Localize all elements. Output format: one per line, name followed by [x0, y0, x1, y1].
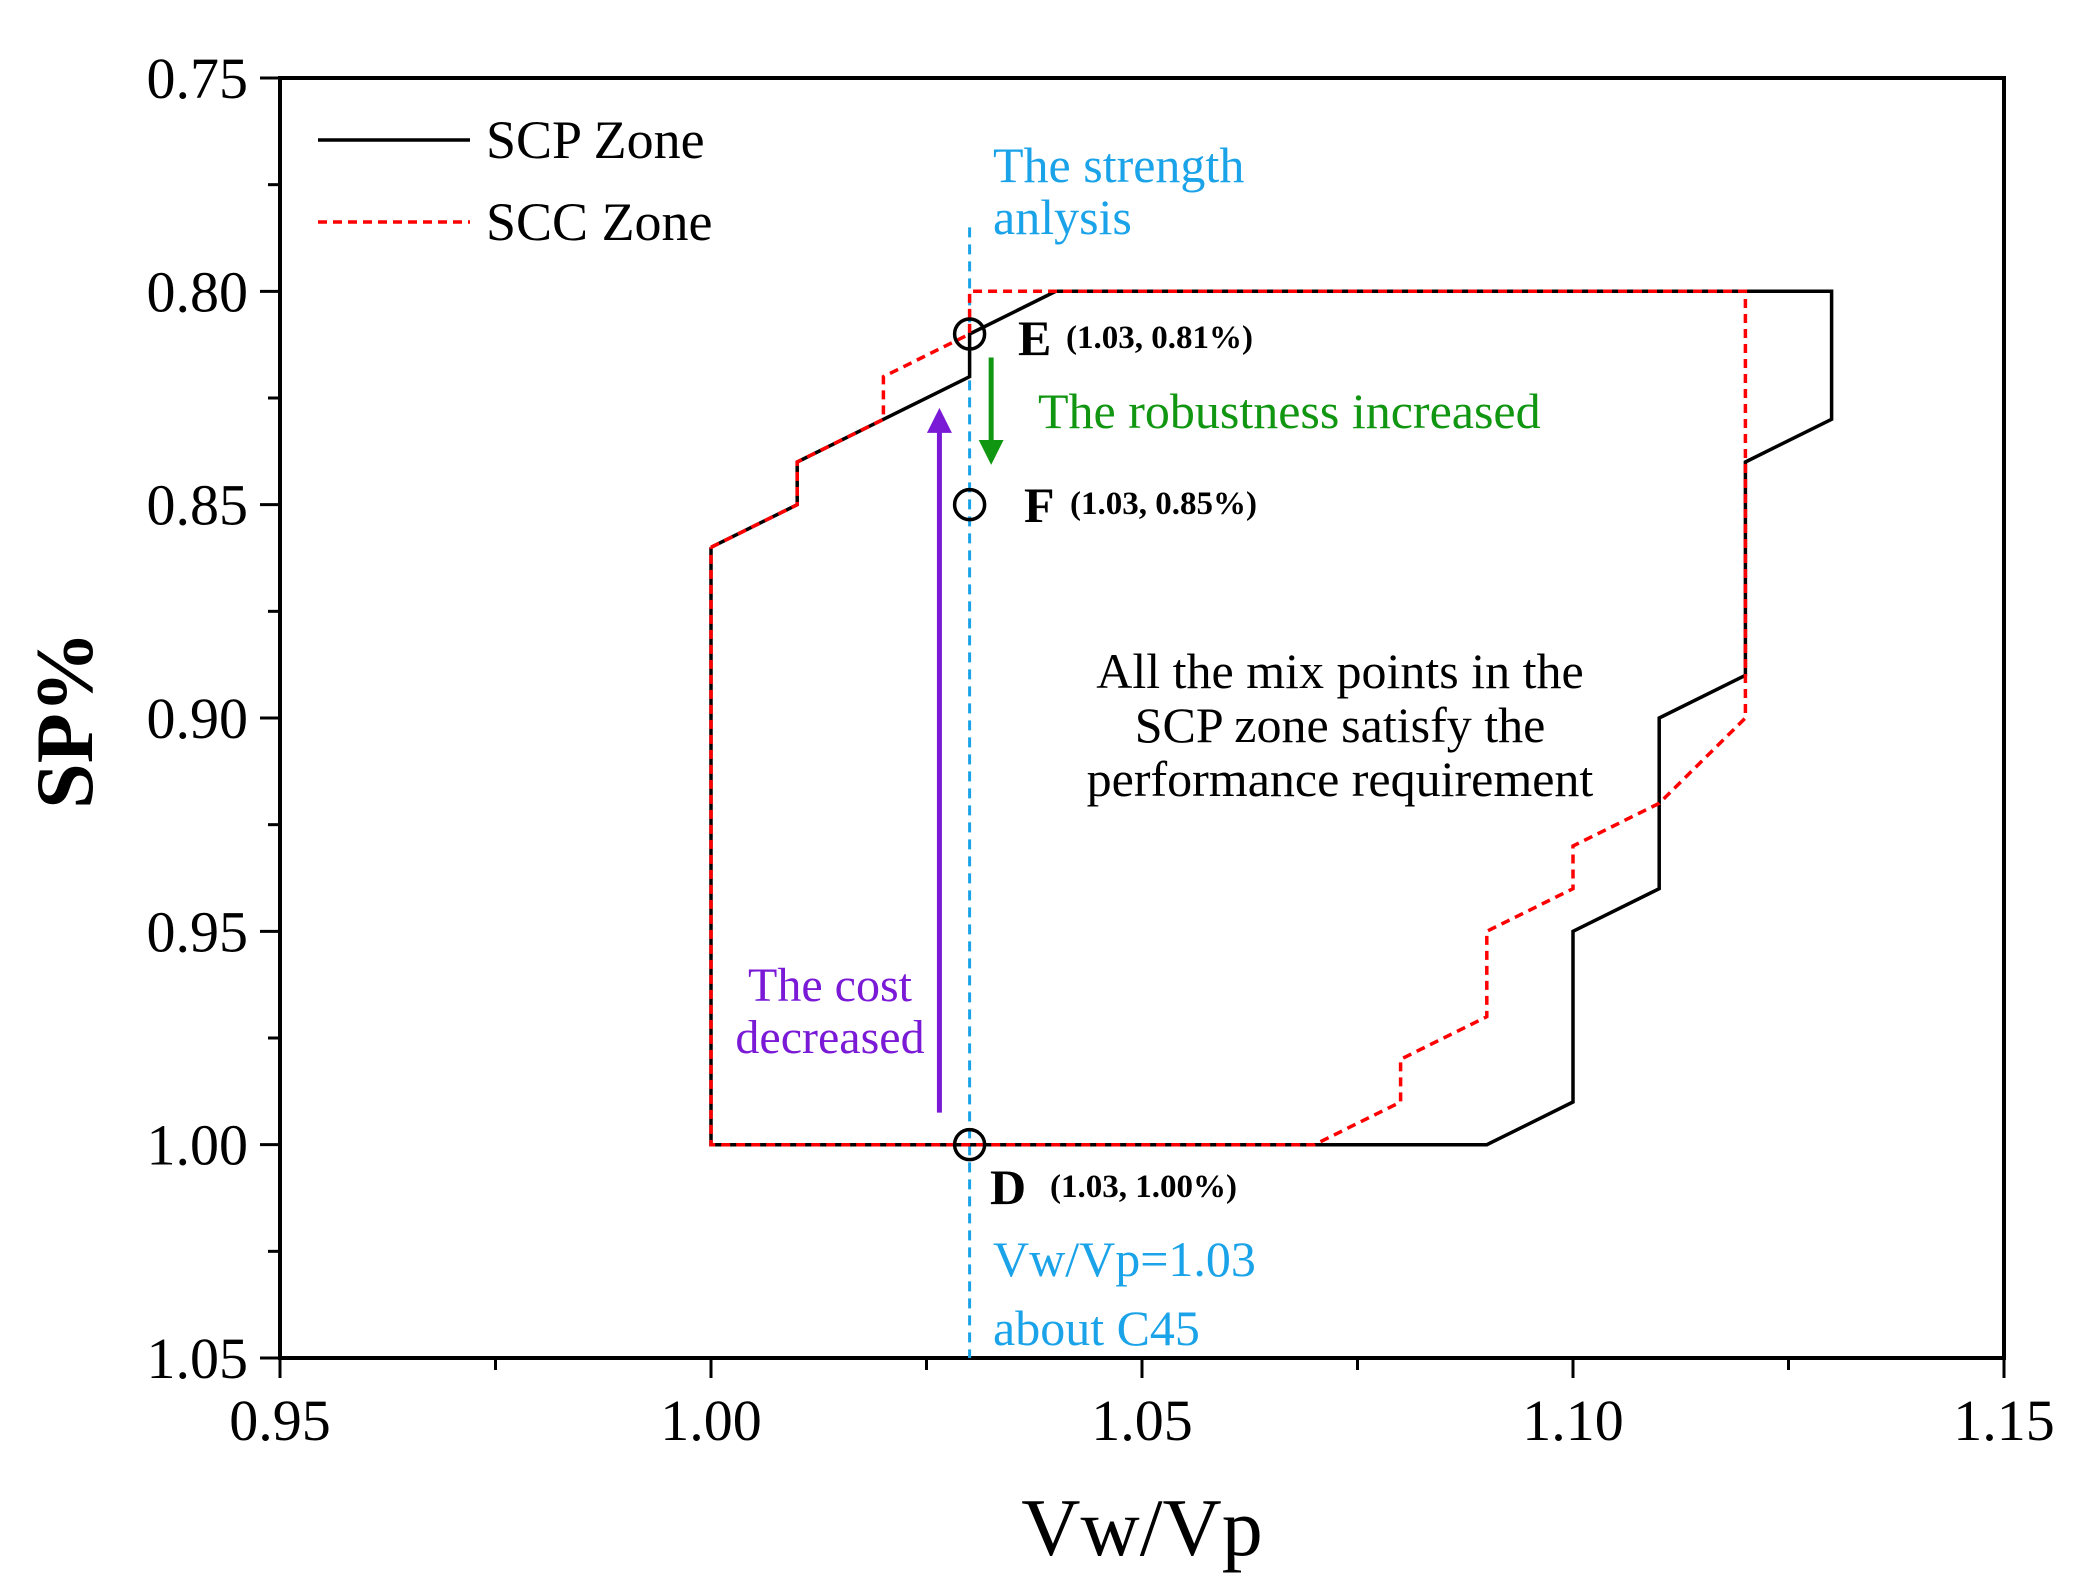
x-axis-label: Vw/Vp [1021, 1482, 1262, 1573]
legend: SCP Zone SCC Zone [318, 110, 713, 252]
point-f-letter: F [1024, 477, 1055, 533]
point-d-marker [952, 1127, 987, 1162]
legend-scc-label: SCC Zone [486, 192, 713, 252]
point-e-letter: E [1018, 310, 1051, 366]
x-tick-label: 0.95 [229, 1388, 331, 1453]
legend-scp-label: SCP Zone [486, 110, 705, 170]
y-tick-label: 0.80 [147, 259, 249, 324]
scc-zone-line [709, 289, 1748, 1147]
point-f-marker [952, 487, 987, 522]
zone-annotation-line1: All the mix points in the [1096, 643, 1583, 699]
x-tick-label: 1.00 [660, 1388, 762, 1453]
axis-tick-labels: 0.95 1.00 1.05 1.10 1.15 0.75 0.80 0.85 0.90 0.95… [147, 46, 2055, 1453]
cost-annotation-line1: The cost [748, 959, 913, 1012]
y-tick-label: 0.95 [147, 899, 249, 964]
point-f-coord: (1.03, 0.85%) [1070, 486, 1257, 522]
y-tick-label: 1.05 [147, 1326, 249, 1391]
vwvp-annotation-line2: about C45 [993, 1300, 1200, 1356]
zone-annotation-line3: performance requirement [1087, 751, 1594, 807]
point-e-marker [952, 317, 987, 351]
scp-zone-line [709, 289, 1834, 1147]
cost-annotation-line2: decreased [735, 1011, 924, 1064]
zone-annotation-line2: SCP zone satisfy the [1135, 697, 1546, 753]
strength-annotation-line1: The strength [993, 137, 1244, 193]
y-tick-label: 0.85 [147, 473, 249, 538]
y-axis-label: SP% [19, 631, 110, 809]
vwvp-annotation-line1: Vw/Vp=1.03 [993, 1231, 1256, 1287]
x-tick-label: 1.10 [1522, 1388, 1624, 1453]
axis-ticks [260, 76, 2006, 1378]
y-tick-label: 1.00 [147, 1113, 249, 1178]
robustness-annotation: The robustness increased [1038, 383, 1541, 439]
point-d-coord: (1.03, 1.00%) [1050, 1169, 1237, 1205]
point-e-coord: (1.03, 0.81%) [1066, 320, 1253, 356]
x-tick-label: 1.05 [1091, 1388, 1193, 1453]
y-tick-label: 0.90 [147, 686, 249, 751]
x-tick-label: 1.15 [1953, 1388, 2055, 1453]
point-d-letter: D [990, 1159, 1026, 1215]
y-tick-label: 0.75 [147, 46, 249, 111]
strength-annotation-line2: anlysis [993, 189, 1132, 245]
